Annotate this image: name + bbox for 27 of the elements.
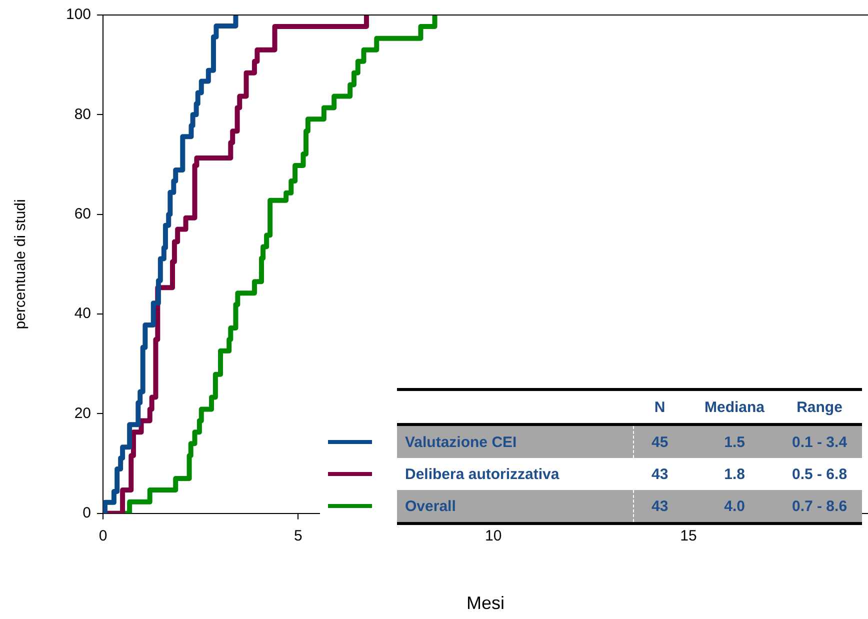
y-tick-label: 100 [66,6,92,24]
annotation: 1.8 [723,466,746,482]
x-tick-label: 10 [484,528,502,545]
y-tick-label: 80 [74,106,92,123]
annotation: 1.5 [723,434,746,450]
y-tick-label: 40 [74,305,92,322]
annotation: 43 [650,498,670,514]
y-tick-label: 0 [82,504,92,522]
annotation: N [653,398,666,416]
x-tick-label: 15 [680,528,697,545]
annotation: Mediana [704,398,766,416]
y-axis-title: percentuale di studi [12,199,30,330]
annotation: 0.5 - 6.8 [791,466,848,482]
annotation: 45 [650,434,670,450]
x-tick-label: 5 [294,528,302,545]
y-tick-label: 60 [74,206,92,222]
annotation: 0.7 - 8.6 [791,498,848,514]
annotation: 43 [650,466,670,482]
annotation: 0.1 - 3.4 [791,434,848,450]
legend-label: Delibera autorizzativa [404,466,560,482]
legend-label: Valutazione CEI [404,434,518,450]
annotation: 4.0 [723,498,746,514]
legend-label: Overall [404,498,457,514]
y-tick-label: 20 [74,404,92,422]
annotation: Range [796,398,844,416]
x-tick-label: 0 [98,528,108,545]
x-axis-title: Mesi [466,593,505,614]
